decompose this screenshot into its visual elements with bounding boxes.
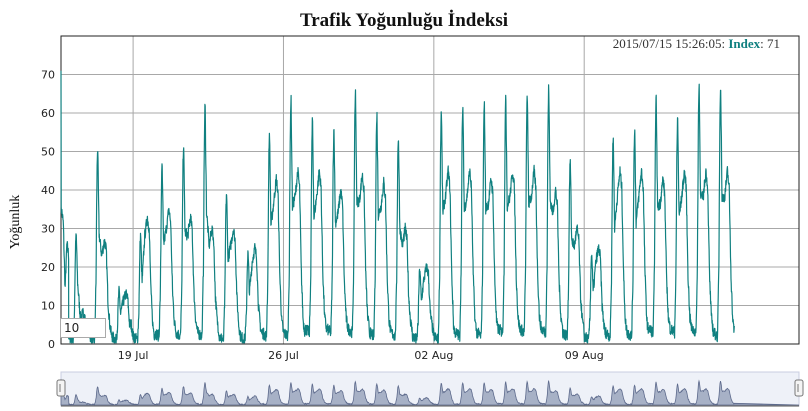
series-line-index xyxy=(60,70,735,344)
legend-separator: : xyxy=(721,36,728,51)
x-tick-label: 02 Aug xyxy=(414,349,453,362)
legend-timestamp: 2015/07/15 15:26:05 xyxy=(613,36,722,51)
y-tick-labels: 0 10 20 30 40 50 60 70 xyxy=(41,69,55,352)
x-tick-label: 09 Aug xyxy=(565,349,604,362)
y-tick-label: 30 xyxy=(41,223,55,236)
y-tick-label: 0 xyxy=(48,338,55,351)
y-tick-label: 60 xyxy=(41,107,55,120)
legend-value: 71 xyxy=(767,36,780,51)
range-handle-right-grip[interactable] xyxy=(794,379,804,397)
x-tick-label: 19 Jul xyxy=(118,349,149,362)
range-handle-right[interactable] xyxy=(794,379,804,397)
plot-area[interactable] xyxy=(60,70,735,344)
chart-title: Trafik Yoğunluğu İndeksi xyxy=(300,10,508,31)
range-handle-left-grip[interactable] xyxy=(56,379,66,397)
range-selector[interactable] xyxy=(56,371,804,407)
legend-series-label: Index xyxy=(728,36,760,51)
x-tick-label: 26 Jul xyxy=(268,349,299,362)
range-selector-overview xyxy=(60,379,800,406)
legend-colon: : xyxy=(760,36,767,51)
y-tick-label: 70 xyxy=(41,69,55,82)
y-tick-label: 50 xyxy=(41,146,55,159)
roll-period-input[interactable]: 10 xyxy=(60,318,106,338)
y-tick-label: 20 xyxy=(41,261,55,274)
y-tick-label: 10 xyxy=(41,300,55,313)
x-tick-labels: 19 Jul 26 Jul 02 Aug 09 Aug xyxy=(118,349,604,362)
legend: 2015/07/15 15:26:05: Index: 71 xyxy=(613,36,780,51)
y-axis-label: Yoğunluk xyxy=(8,195,23,250)
range-handle-left[interactable] xyxy=(56,379,66,397)
y-tick-label: 40 xyxy=(41,184,55,197)
